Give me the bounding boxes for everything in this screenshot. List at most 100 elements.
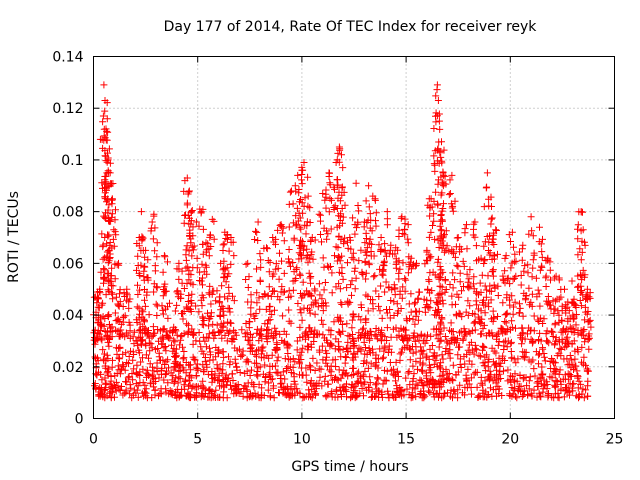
data-point (278, 283, 286, 291)
data-point (253, 325, 261, 333)
data-point (222, 278, 230, 286)
data-point (202, 354, 209, 361)
data-point (568, 277, 576, 285)
data-point (103, 136, 111, 144)
data-point (327, 362, 335, 370)
data-point (306, 204, 314, 212)
data-point (350, 371, 358, 378)
data-point (99, 255, 107, 263)
data-point (527, 358, 535, 366)
data-point (466, 329, 474, 337)
data-point (528, 290, 536, 298)
data-point (456, 343, 464, 351)
data-point (426, 345, 434, 353)
data-point (441, 172, 449, 180)
data-point (101, 107, 109, 115)
data-point (478, 271, 486, 279)
data-point (101, 266, 109, 274)
data-point (351, 285, 359, 293)
data-point (173, 360, 181, 368)
data-point (304, 342, 312, 350)
data-point (192, 302, 200, 310)
data-point (327, 331, 335, 339)
data-point (246, 372, 254, 379)
data-point (364, 364, 372, 372)
data-point (255, 337, 263, 345)
data-point (321, 196, 329, 204)
data-point (328, 196, 335, 204)
data-point (572, 321, 580, 329)
data-point (519, 387, 527, 395)
data-point (463, 221, 470, 229)
data-point (311, 298, 319, 306)
data-point (203, 270, 211, 278)
data-point (454, 334, 461, 342)
data-point (376, 265, 384, 273)
data-point (348, 324, 356, 332)
data-point (230, 336, 238, 343)
data-point (285, 306, 293, 314)
data-point (171, 378, 179, 385)
data-point (381, 344, 389, 352)
data-point (113, 350, 121, 358)
data-point (251, 359, 259, 367)
data-point (122, 329, 130, 337)
data-point (126, 390, 134, 398)
data-point (160, 252, 168, 260)
data-point (266, 369, 274, 377)
data-point (504, 377, 512, 385)
data-point (318, 342, 326, 350)
data-point (294, 300, 302, 307)
data-point (353, 369, 361, 377)
data-point (439, 300, 447, 308)
data-point (492, 349, 500, 357)
data-point (361, 257, 369, 265)
data-point (175, 259, 183, 267)
data-point (247, 304, 255, 312)
data-point (193, 264, 201, 272)
data-point (561, 285, 568, 293)
data-point (319, 307, 327, 315)
data-point (102, 193, 109, 201)
data-point (439, 182, 447, 190)
data-point (185, 361, 193, 369)
data-point (315, 210, 323, 218)
data-point (465, 328, 473, 336)
data-point (470, 273, 478, 281)
data-point (353, 379, 361, 387)
y-tick-label: 0.12 (52, 101, 83, 117)
data-point (526, 373, 534, 381)
data-point (492, 226, 500, 234)
data-point (528, 392, 536, 400)
data-point (99, 112, 107, 120)
data-point (447, 200, 455, 208)
data-point (296, 223, 304, 231)
data-point (467, 384, 475, 391)
data-point (151, 224, 159, 232)
data-point (122, 349, 130, 357)
data-point (398, 348, 405, 356)
x-axis-title: GPS time / hours (291, 459, 408, 475)
data-point (436, 222, 444, 230)
data-point (495, 354, 503, 362)
data-point (405, 253, 413, 261)
data-point (303, 245, 311, 253)
data-point (142, 246, 150, 254)
data-point (437, 383, 445, 391)
data-point (438, 159, 446, 167)
data-point (329, 356, 337, 364)
data-point (437, 226, 445, 234)
data-point (511, 274, 518, 282)
data-point (198, 320, 206, 328)
data-point (460, 332, 468, 340)
data-point (580, 326, 588, 333)
data-point (520, 267, 528, 275)
data-point (185, 276, 193, 284)
data-point (555, 276, 563, 284)
data-point (219, 360, 227, 368)
data-point (152, 300, 160, 308)
data-point (433, 81, 441, 89)
data-point (255, 294, 263, 302)
data-point (348, 381, 356, 389)
data-point (438, 394, 446, 402)
